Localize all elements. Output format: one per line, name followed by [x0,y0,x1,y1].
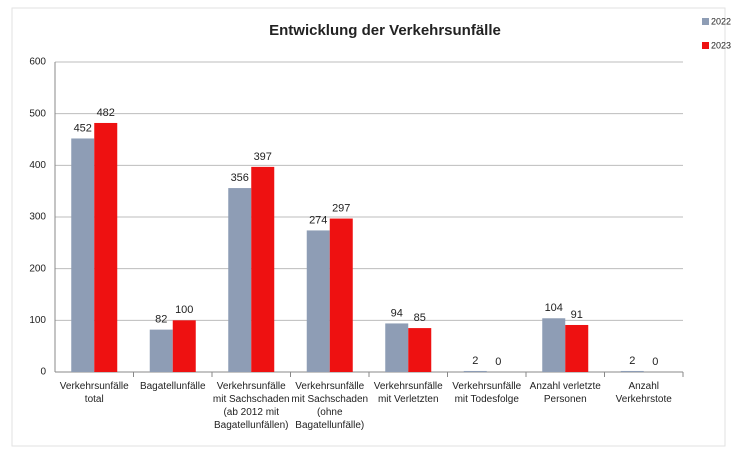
y-tick-label: 500 [29,108,46,119]
value-label: 2 [472,355,478,367]
y-tick-label: 0 [40,367,46,378]
legend-swatch [702,42,709,49]
y-tick-label: 200 [29,263,46,274]
value-label: 274 [309,214,327,226]
y-tick-label: 400 [29,160,46,171]
value-label: 82 [155,314,167,326]
value-label: 85 [414,312,426,324]
x-tick-label: Verkehrsunfälle mit Sachschaden (ohne Bagat… [291,381,368,431]
bar [408,328,432,372]
bar [172,320,196,372]
bar [149,329,173,372]
value-label: 0 [495,356,501,368]
legend-label: 2023 [711,40,731,50]
y-tick-label: 600 [29,57,46,68]
bar [306,230,330,372]
value-label: 397 [254,151,272,163]
value-label: 297 [332,202,350,214]
value-label: 104 [545,302,563,314]
bar [228,188,252,372]
value-label: 482 [97,107,115,119]
bar [385,323,409,372]
bar [94,122,118,372]
legend-swatch [702,18,709,25]
bar [329,218,353,372]
value-label: 94 [391,307,403,319]
y-tick-label: 300 [29,212,46,223]
value-label: 0 [652,356,658,368]
legend-label: 2022 [711,16,731,26]
bar [71,138,95,372]
x-tick-label: Bagatellunfälle [140,381,206,392]
value-label: 452 [74,122,92,134]
x-tick-label: Anzahl Verkehrstote [616,381,673,405]
bar [565,324,589,372]
x-tick-label: Verkehrsunfälle mit Sachschaden (ab 2012 m… [213,381,290,431]
x-tick-label: Verkehrsunfälle mit Todesfolge [452,381,521,405]
bar [620,370,644,372]
bar [463,370,487,372]
value-label: 91 [571,309,583,321]
x-tick-label: Verkehrsunfälle mit Verletzten [374,381,443,405]
value-label: 100 [175,304,193,316]
chart-title: Entwicklung der Verkehrsunfälle [269,22,501,39]
y-tick-label: 100 [29,315,46,326]
bar [251,166,275,372]
x-tick-label: Anzahl verletzte Personen [530,381,602,405]
bar [542,318,566,372]
x-tick-label: Verkehrsunfälle total [60,381,129,405]
value-label: 2 [629,355,635,367]
value-label: 356 [231,172,249,184]
